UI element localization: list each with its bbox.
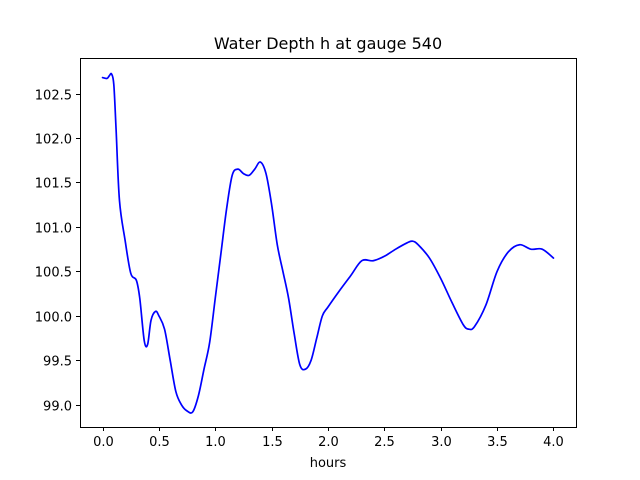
- x-tick-label: 4.0: [543, 435, 564, 450]
- y-tick-label: 100.0: [35, 311, 72, 326]
- x-axis-label: hours: [310, 456, 347, 471]
- y-tick-label: 102.0: [35, 133, 72, 148]
- x-tick-label: 1.5: [262, 435, 283, 450]
- x-tick-label: 0.0: [93, 435, 114, 450]
- x-tick-label: 3.5: [487, 435, 508, 450]
- chart-title: Water Depth h at gauge 540: [214, 34, 442, 53]
- x-tick-label: 2.0: [318, 435, 339, 450]
- x-axis: 0.0 0.5 1.0 1.5 2.0 2.5 3.0 3.5 4.0: [93, 427, 564, 450]
- y-tick-label: 100.5: [35, 266, 72, 281]
- y-tick-label: 101.0: [35, 222, 72, 237]
- y-tick-label: 99.0: [43, 400, 72, 415]
- plot-area: [101, 72, 555, 414]
- x-tick-label: 0.5: [149, 435, 170, 450]
- y-tick-label: 101.5: [35, 177, 72, 192]
- x-tick-label: 3.0: [431, 435, 452, 450]
- series-line: [101, 72, 555, 414]
- y-tick-label: 99.5: [43, 355, 72, 370]
- y-axis: 99.0 99.5 100.0 100.5 101.0 101.5 102.0 102.5: [35, 89, 80, 415]
- x-tick-label: 2.5: [374, 435, 395, 450]
- x-tick-label: 1.0: [205, 435, 226, 450]
- plot-frame: [80, 58, 577, 428]
- y-tick-label: 102.5: [35, 89, 72, 104]
